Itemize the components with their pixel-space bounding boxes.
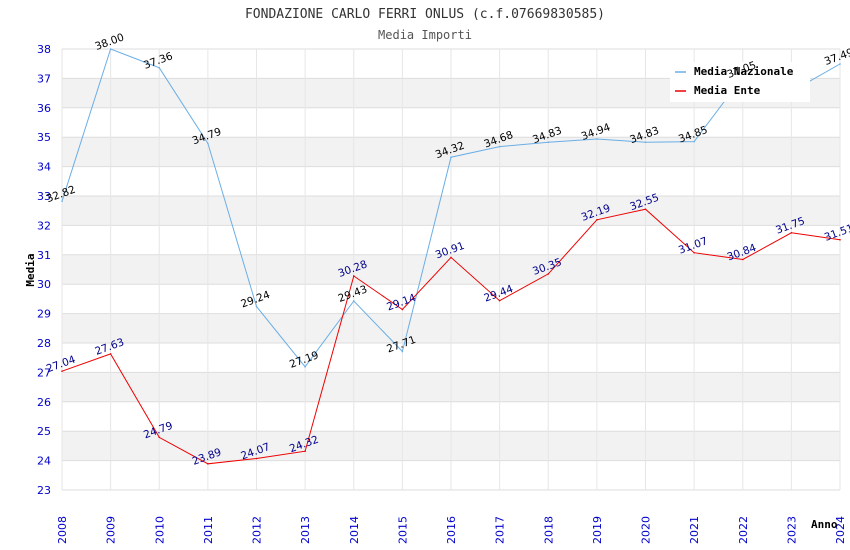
- x-tick-label: 2022: [737, 516, 750, 544]
- data-point: [693, 251, 695, 254]
- data-point: [255, 457, 258, 460]
- data-point: [498, 145, 501, 148]
- data-label: 29.24: [239, 289, 272, 311]
- y-tick-label: 34: [37, 161, 51, 174]
- x-tick-label: 2013: [299, 516, 312, 544]
- data-point: [450, 156, 452, 158]
- data-point: [596, 219, 598, 221]
- y-axis-ticks: 23 24 25 26 27 28 29 30 31 32 33 34 35 36 37 38: [37, 43, 51, 497]
- y-tick-label: 23: [37, 484, 51, 497]
- data-point: [401, 350, 404, 353]
- data-label: 37.36: [142, 50, 175, 72]
- data-label: 31.07: [677, 235, 709, 257]
- data-point: [450, 256, 452, 259]
- data-point: [644, 208, 647, 211]
- data-point: [304, 450, 306, 452]
- x-tick-label: 2012: [251, 516, 264, 544]
- data-point: [790, 231, 793, 234]
- data-point: [304, 366, 306, 368]
- y-tick-label: 27: [37, 366, 51, 379]
- data-point: [693, 140, 695, 143]
- data-point: [109, 48, 112, 50]
- data-point: [839, 63, 841, 65]
- x-tick-label: 2017: [494, 516, 507, 544]
- data-point: [255, 305, 258, 308]
- chart-subtitle: Media Importi: [378, 28, 472, 42]
- y-tick-label: 24: [37, 455, 51, 468]
- y-tick-label: 25: [37, 425, 51, 438]
- x-tick-label: 2016: [445, 516, 458, 544]
- x-tick-label: 2009: [105, 516, 118, 544]
- y-tick-label: 31: [37, 249, 51, 262]
- y-tick-label: 26: [37, 396, 51, 409]
- data-point: [401, 308, 404, 311]
- data-point: [547, 141, 550, 143]
- legend-label-ente: Media Ente: [694, 84, 761, 97]
- x-axis-ticks: 2008 2009 2010 2011 2012 2013 2014 2015 2016 2017…: [56, 516, 847, 544]
- series-lines: [61, 48, 841, 465]
- x-tick-label: 2019: [591, 516, 604, 544]
- x-tick-label: 2011: [202, 516, 215, 544]
- x-tick-label: 2014: [348, 516, 361, 544]
- data-point: [61, 370, 63, 373]
- data-label: 27.19: [288, 349, 320, 371]
- y-tick-label: 30: [37, 278, 51, 291]
- x-tick-label: 2024: [834, 516, 847, 544]
- data-point: [498, 299, 501, 302]
- data-point: [352, 275, 355, 277]
- x-axis-label: Anno: [811, 518, 838, 531]
- x-tick-label: 2021: [688, 516, 701, 544]
- y-tick-label: 36: [37, 102, 51, 115]
- x-tick-label: 2015: [396, 516, 409, 544]
- data-point: [547, 273, 550, 275]
- legend-box: [670, 62, 810, 102]
- data-label: 29.44: [482, 283, 515, 305]
- y-tick-label: 33: [37, 190, 51, 203]
- data-point: [158, 436, 161, 439]
- y-tick-label: 32: [37, 219, 51, 232]
- data-point: [61, 200, 63, 203]
- y-tick-label: 37: [37, 72, 51, 85]
- grid-lines: [61, 48, 841, 491]
- x-tick-label: 2008: [56, 516, 69, 544]
- data-point: [207, 463, 209, 465]
- data-point: [741, 258, 744, 261]
- data-point: [596, 138, 598, 140]
- legend: Media Nazionale Media Ente: [670, 62, 810, 102]
- y-tick-label: 29: [37, 308, 51, 321]
- legend-label-nazionale: Media Nazionale: [694, 65, 794, 78]
- y-tick-label: 35: [37, 131, 51, 144]
- chart-title: FONDAZIONE CARLO FERRI ONLUS (c.f.076698…: [245, 7, 605, 22]
- data-point: [352, 300, 355, 302]
- data-point: [158, 67, 161, 69]
- data-label: 38.00: [93, 31, 125, 53]
- data-label: 37.49: [823, 46, 850, 68]
- data-point: [644, 141, 647, 143]
- y-tick-label: 28: [37, 337, 51, 350]
- x-tick-label: 2018: [542, 516, 555, 544]
- x-tick-label: 2023: [785, 516, 798, 544]
- data-point: [109, 353, 112, 355]
- y-axis-label: Media: [24, 253, 37, 286]
- x-tick-label: 2010: [153, 516, 166, 544]
- data-point: [839, 239, 841, 241]
- data-point: [207, 142, 209, 145]
- y-tick-label: 38: [37, 43, 51, 56]
- x-tick-label: 2020: [640, 516, 653, 544]
